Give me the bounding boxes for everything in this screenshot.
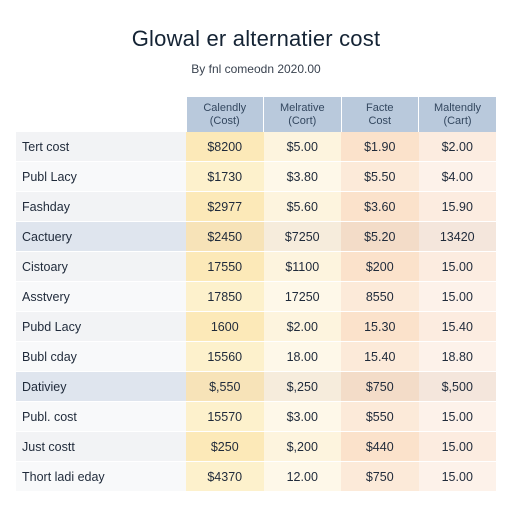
row-label: Cistoary [16, 251, 186, 282]
table-cell: 15.00 [418, 401, 496, 432]
table-row: Dativiey $,550 $,250 $750 $,500 [16, 371, 496, 402]
row-label: Bubl cday [16, 341, 186, 372]
row-label: Fashday [16, 191, 186, 222]
table-cell: $5.60 [263, 191, 341, 222]
table-cell: $2.00 [263, 311, 341, 342]
row-label: Publ Lacy [16, 161, 186, 192]
table-cell: $250 [186, 431, 264, 462]
table-cell: 15.40 [341, 341, 419, 372]
table-cell: 15.90 [418, 191, 496, 222]
table-cell: $4370 [186, 461, 264, 492]
table-cell: $,200 [263, 431, 341, 462]
table-cell: 13420 [418, 221, 496, 252]
column-header-label: Facte Cost [365, 101, 394, 127]
table-cell: $,500 [418, 371, 496, 402]
column-header-label: Calendly (Cost) [203, 101, 247, 127]
table-body: Tert cost $8200 $5.00 $1.90 $2.00 Publ Lacy $1… [16, 132, 496, 492]
table-cell: $440 [341, 431, 419, 462]
table-cell: 15.00 [418, 281, 496, 312]
table-corner-cell [16, 97, 186, 132]
table-cell: $5.00 [263, 132, 341, 162]
column-header: Melrative (Cort) [263, 97, 341, 132]
table-cell: $750 [341, 371, 419, 402]
row-label: Cactuery [16, 221, 186, 252]
table-cell: 15.00 [418, 251, 496, 282]
table-cell: 15.40 [418, 311, 496, 342]
table-cell: 17850 [186, 281, 264, 312]
table-cell: 18.80 [418, 341, 496, 372]
table-cell: $3.60 [341, 191, 419, 222]
column-header: Calendly (Cost) [185, 97, 264, 132]
table-cell: $2977 [186, 191, 264, 222]
column-header: Facte Cost [340, 97, 419, 132]
table-cell: 15.00 [418, 461, 496, 492]
table-cell: $3.00 [263, 401, 341, 432]
row-label: Tert cost [16, 132, 186, 162]
column-header-label: Melrative (Cort) [279, 101, 325, 127]
table-cell: 18.00 [263, 341, 341, 372]
table-cell: 15.00 [418, 431, 496, 462]
table-row: Just costt $250 $,200 $440 15.00 [16, 431, 496, 462]
table-row: Asstvery 17850 17250 8550 15.00 [16, 281, 496, 312]
page-title: Glowal er alternatier cost [131, 26, 381, 51]
table-cell: $3.80 [263, 161, 341, 192]
table-cell: $1.90 [341, 132, 419, 162]
table-row: Bubl cday 15560 18.00 15.40 18.80 [16, 341, 496, 372]
table-row: Tert cost $8200 $5.00 $1.90 $2.00 [16, 132, 496, 162]
table-header-row: Calendly (Cost) Melrative (Cort) Facte Cost… [16, 97, 496, 132]
table-cell: $,550 [186, 371, 264, 402]
table-cell: $7250 [263, 221, 341, 252]
table-cell: $5.50 [341, 161, 419, 192]
column-header: Maltendly (Cart) [418, 97, 496, 132]
table-row: Thort ladi eday $4370 12.00 $750 15.00 [16, 461, 496, 492]
table-cell: 12.00 [263, 461, 341, 492]
row-label: Dativiey [16, 371, 186, 402]
row-label: Just costt [16, 431, 186, 462]
table-cell: $2450 [186, 221, 264, 252]
table-cell: $1100 [263, 251, 341, 282]
table-cell: 15560 [186, 341, 264, 372]
table-cell: $4.00 [418, 161, 496, 192]
table-row: Cistoary 17550 $1100 $200 15.00 [16, 251, 496, 282]
table-cell: $5.20 [341, 221, 419, 252]
table-cell: 17250 [263, 281, 341, 312]
table-row: Cactuery $2450 $7250 $5.20 13420 [16, 221, 496, 252]
row-label: Thort ladi eday [16, 461, 186, 492]
table-cell: $2.00 [418, 132, 496, 162]
table-cell: $,250 [263, 371, 341, 402]
table-cell: $200 [341, 251, 419, 282]
table-cell: 15570 [186, 401, 264, 432]
table-row: Fashday $2977 $5.60 $3.60 15.90 [16, 191, 496, 222]
table-cell: 1600 [186, 311, 264, 342]
row-label: Asstvery [16, 281, 186, 312]
table-cell: $8200 [186, 132, 264, 162]
row-label: Pubd Lacy [16, 311, 186, 342]
cost-table: Calendly (Cost) Melrative (Cort) Facte Cost… [16, 97, 496, 492]
table-row: Publ Lacy $1730 $3.80 $5.50 $4.00 [16, 161, 496, 192]
table-cell: 8550 [341, 281, 419, 312]
table-cell: $750 [341, 461, 419, 492]
column-header-label: Maltendly (Cart) [433, 101, 482, 127]
table-row: Publ. cost 15570 $3.00 $550 15.00 [16, 401, 496, 432]
table-cell: 17550 [186, 251, 264, 282]
table-cell: 15.30 [341, 311, 419, 342]
table-cell: $550 [341, 401, 419, 432]
table-row: Pubd Lacy 1600 $2.00 15.30 15.40 [16, 311, 496, 342]
table-cell: $1730 [186, 161, 264, 192]
row-label: Publ. cost [16, 401, 186, 432]
page-subtitle: By fnl comeodn 2020.00 [191, 62, 321, 76]
cost-table-container: Calendly (Cost) Melrative (Cort) Facte Cost… [16, 97, 496, 492]
